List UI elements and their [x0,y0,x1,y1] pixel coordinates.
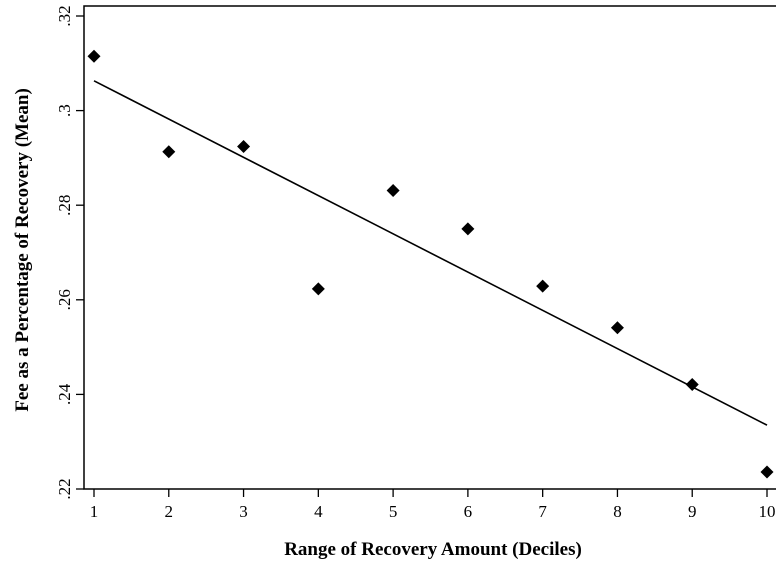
x-tick-label: 7 [538,502,547,521]
x-tick-label: 9 [688,502,697,521]
data-point [237,140,251,154]
data-point [536,279,550,293]
y-tick-label: .24 [55,383,74,405]
x-axis-title: Range of Recovery Amount (Deciles) [284,539,582,560]
data-point [87,49,101,63]
fit-line-layer [93,80,768,426]
y-tick-label: .22 [55,478,74,499]
x-tick-label: 2 [165,502,174,521]
data-point [311,282,325,296]
x-tick-label: 8 [613,502,622,521]
x-tick-label: 10 [759,502,776,521]
x-tick-label: 5 [389,502,398,521]
x-tick-label: 3 [239,502,248,521]
data-point [610,321,624,335]
y-tick-label: .26 [55,289,74,310]
data-point [685,377,699,391]
x-tick-label: 4 [314,502,323,521]
x-axis-ticks: 1 2 3 4 5 6 7 8 9 10 [90,489,776,521]
data-point [760,465,774,479]
x-tick-label: 6 [464,502,473,521]
data-point [162,145,176,159]
data-point [461,222,475,236]
y-tick-label: .28 [55,195,74,216]
y-tick-label: .32 [55,5,74,26]
y-axis-title: Fee as a Percentage of Recovery (Mean) [12,88,33,412]
fit-line [93,80,768,426]
data-point [386,184,400,198]
y-tick-label: .3 [55,104,74,117]
x-tick-label: 1 [90,502,99,521]
plot-frame [83,5,776,490]
y-axis-ticks: .22 .24 .26 .28 .3 .32 [55,5,84,500]
points-layer [87,49,774,479]
